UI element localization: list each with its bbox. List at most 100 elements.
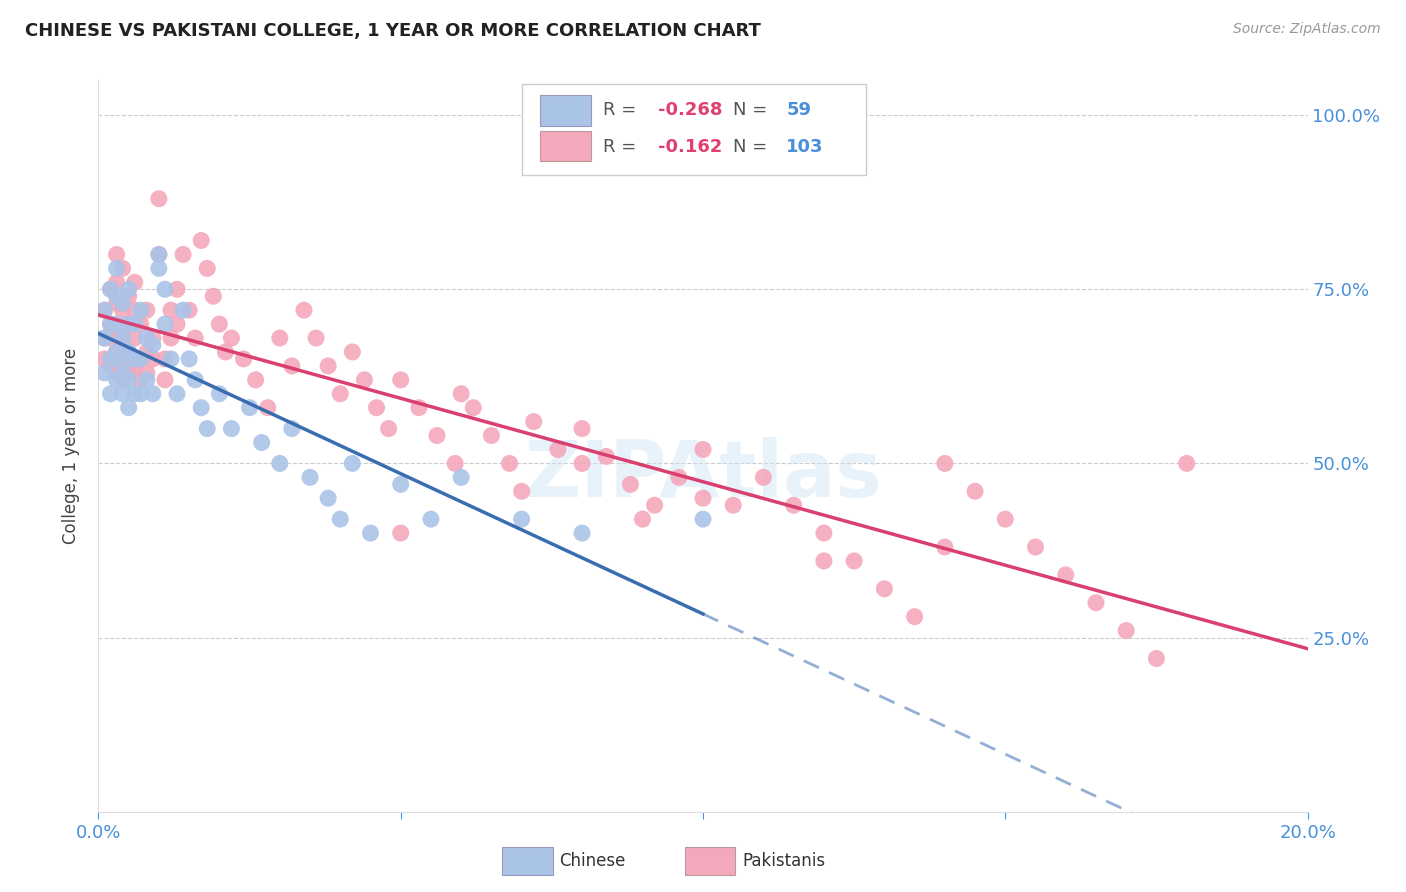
Point <box>135 366 157 380</box>
Point <box>118 282 141 296</box>
Point <box>129 373 152 387</box>
Point <box>124 317 146 331</box>
Point <box>135 345 157 359</box>
Point <box>316 359 339 373</box>
Point <box>1024 540 1046 554</box>
Point <box>129 351 152 366</box>
Point <box>172 247 194 261</box>
Point <box>752 470 775 484</box>
Point <box>1115 624 1137 638</box>
Point <box>873 582 896 596</box>
Point <box>1054 567 1077 582</box>
Point <box>844 554 866 568</box>
Point <box>1085 596 1108 610</box>
Point <box>250 435 273 450</box>
Text: N =: N = <box>734 138 773 156</box>
Point <box>342 457 364 471</box>
Point <box>142 386 165 401</box>
Point <box>93 366 115 380</box>
Point <box>221 421 243 435</box>
Point <box>342 345 364 359</box>
Point <box>148 247 170 261</box>
Point <box>100 317 122 331</box>
Point <box>105 366 128 380</box>
Point <box>105 345 128 359</box>
Point <box>105 261 128 276</box>
Point <box>668 470 690 484</box>
Point <box>100 282 122 296</box>
Point <box>100 359 122 373</box>
Point <box>142 338 165 352</box>
Point <box>547 442 569 457</box>
Point <box>105 275 128 289</box>
Point <box>135 303 157 318</box>
Point <box>692 491 714 506</box>
Point <box>221 331 243 345</box>
Point <box>239 401 262 415</box>
Point <box>118 345 141 359</box>
Point <box>377 421 399 435</box>
Point <box>644 498 666 512</box>
Point <box>160 303 183 318</box>
Text: Chinese: Chinese <box>560 852 626 871</box>
Point <box>111 303 134 318</box>
Point <box>166 317 188 331</box>
Text: Source: ZipAtlas.com: Source: ZipAtlas.com <box>1233 22 1381 37</box>
Point <box>305 331 328 345</box>
Point <box>129 317 152 331</box>
FancyBboxPatch shape <box>540 95 591 126</box>
Point <box>166 386 188 401</box>
Point <box>571 457 593 471</box>
Text: -0.162: -0.162 <box>658 138 723 156</box>
Point <box>111 296 134 310</box>
Point <box>450 386 472 401</box>
Point <box>93 331 115 345</box>
Point <box>124 275 146 289</box>
Text: -0.268: -0.268 <box>658 102 723 120</box>
Point <box>148 261 170 276</box>
Point <box>360 526 382 541</box>
Point <box>148 192 170 206</box>
Point <box>111 351 134 366</box>
Point <box>783 498 806 512</box>
Point <box>408 401 430 415</box>
Point <box>444 457 467 471</box>
Point <box>124 359 146 373</box>
Point <box>105 247 128 261</box>
Point <box>184 331 207 345</box>
Point <box>111 331 134 345</box>
Point <box>190 234 212 248</box>
Point <box>723 498 745 512</box>
Point <box>100 331 122 345</box>
Point <box>153 351 176 366</box>
Point <box>692 442 714 457</box>
Point <box>389 373 412 387</box>
Point <box>463 401 485 415</box>
Point <box>135 331 157 345</box>
Point <box>129 303 152 318</box>
FancyBboxPatch shape <box>522 84 866 176</box>
Point <box>153 282 176 296</box>
Point <box>498 457 520 471</box>
Point <box>214 345 236 359</box>
Point <box>118 366 141 380</box>
Point <box>208 386 231 401</box>
Point <box>111 373 134 387</box>
Point <box>166 282 188 296</box>
Point <box>366 401 388 415</box>
Point <box>232 351 254 366</box>
Point <box>523 415 546 429</box>
Point <box>105 317 128 331</box>
Point <box>111 331 134 345</box>
Text: ZIPAtlas: ZIPAtlas <box>524 437 882 513</box>
Point <box>195 421 218 435</box>
Point <box>142 351 165 366</box>
Point <box>148 247 170 261</box>
Text: CHINESE VS PAKISTANI COLLEGE, 1 YEAR OR MORE CORRELATION CHART: CHINESE VS PAKISTANI COLLEGE, 1 YEAR OR … <box>25 22 761 40</box>
Point <box>111 359 134 373</box>
Point <box>510 512 533 526</box>
Point <box>208 317 231 331</box>
Point <box>124 331 146 345</box>
Point <box>160 331 183 345</box>
Point <box>619 477 641 491</box>
